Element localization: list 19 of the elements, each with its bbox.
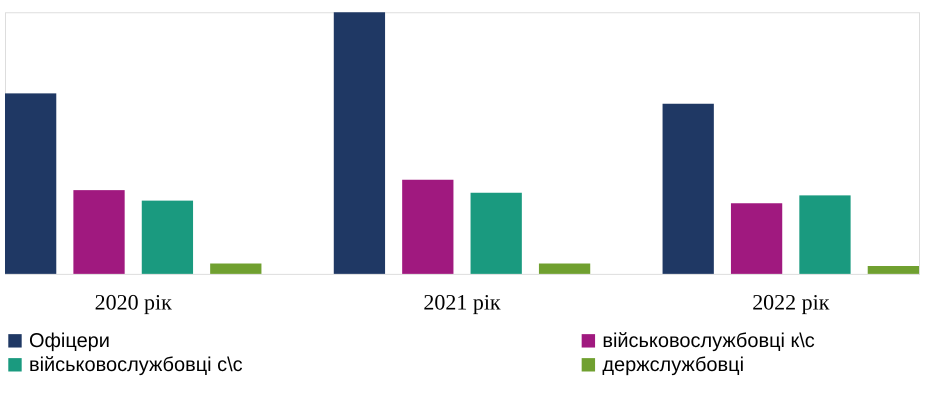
bar [730, 203, 782, 274]
x-tick-label: 2021 рік [423, 289, 501, 314]
bar [142, 200, 194, 274]
legend-label: військовослужбовці с\с [28, 354, 243, 376]
bar [210, 263, 262, 274]
x-tick-label: 2022 рік [752, 289, 830, 314]
bar [662, 104, 714, 274]
legend-label: держслужбовці [602, 354, 744, 376]
bar [334, 12, 386, 274]
bar [73, 190, 125, 274]
bar [868, 266, 920, 274]
legend-label: військовослужбовці к\с [602, 330, 815, 352]
legend-label: Офіцери [28, 330, 110, 352]
bar [4, 93, 56, 274]
bar [538, 263, 590, 274]
bar [402, 180, 454, 274]
x-tick-label: 2020 рік [94, 289, 172, 314]
bar [799, 195, 851, 274]
bar [470, 192, 522, 274]
